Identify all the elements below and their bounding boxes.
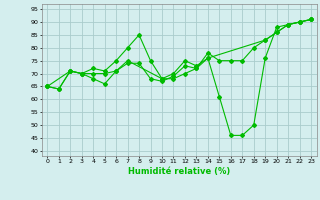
X-axis label: Humidité relative (%): Humidité relative (%) xyxy=(128,167,230,176)
